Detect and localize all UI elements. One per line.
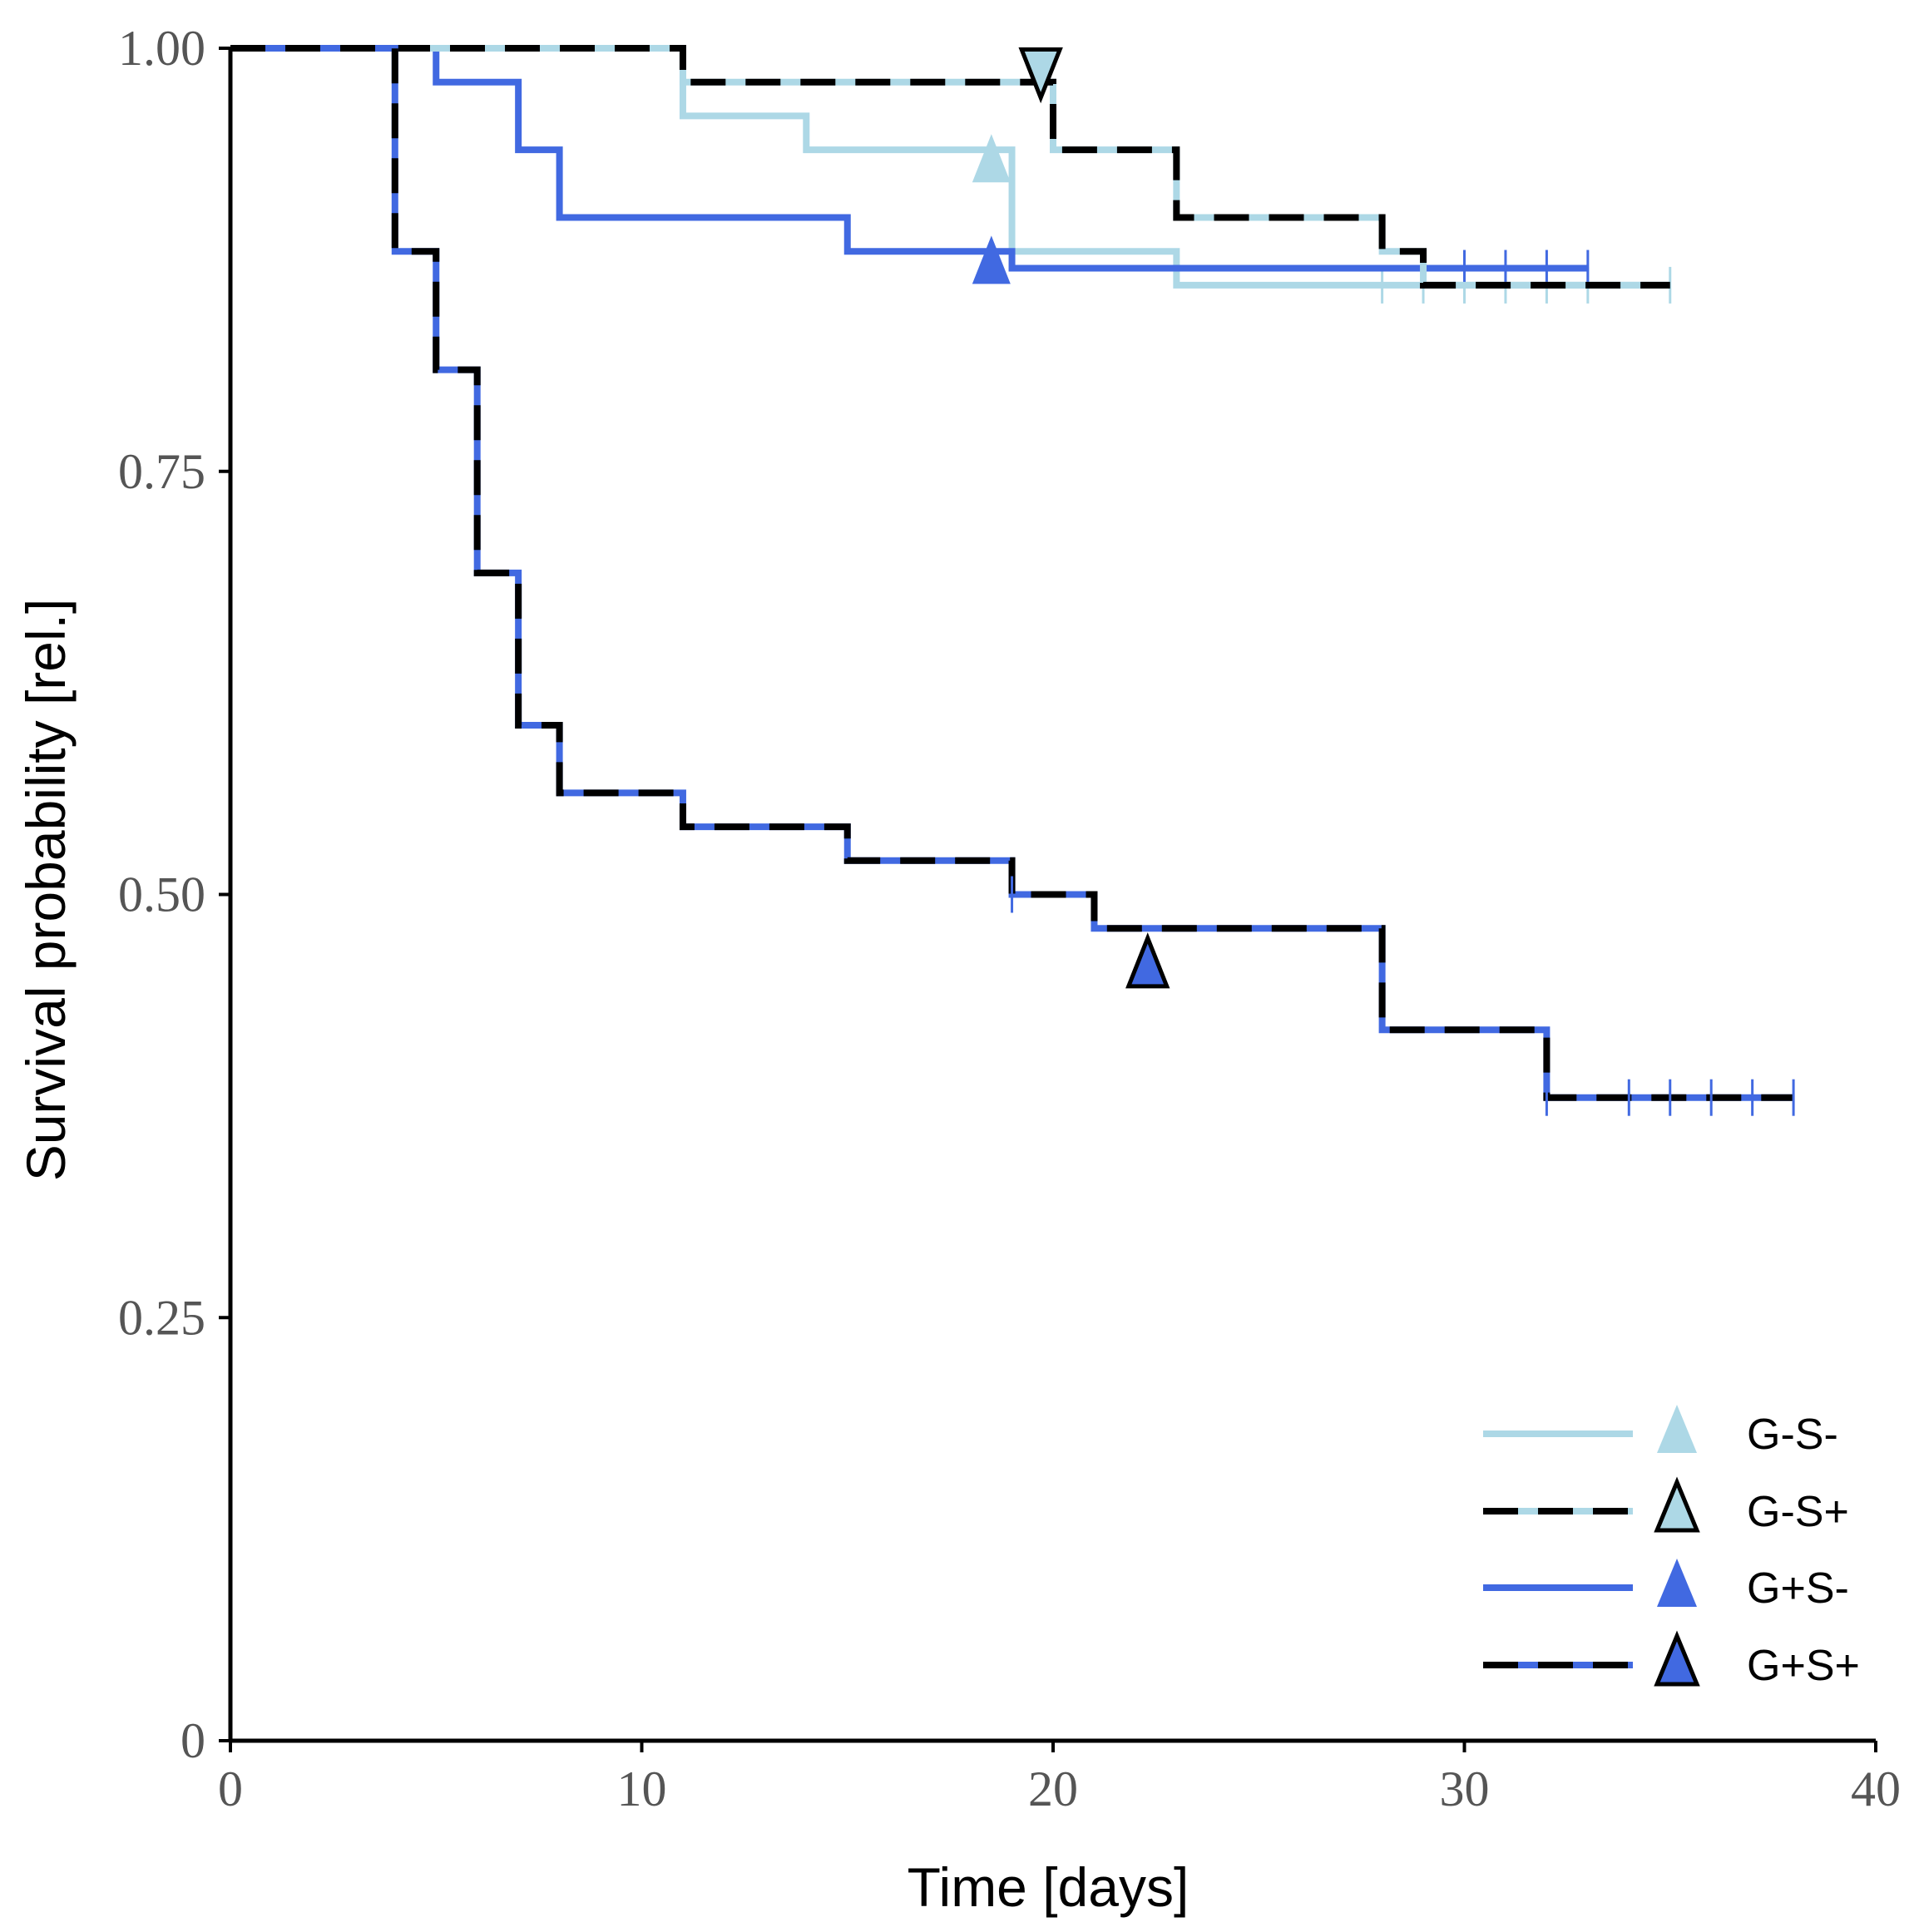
marker-gmsm <box>972 134 1011 183</box>
series-line-gpsm <box>230 45 1588 272</box>
y-tick-label: 0 <box>181 1713 205 1768</box>
legend-marker-icon <box>1654 1630 1700 1687</box>
legend-label: G-S- <box>1747 1411 1838 1459</box>
y-tick-label: 0.50 <box>118 867 205 922</box>
y-tick-label: 0.25 <box>118 1290 205 1345</box>
x-tick-label: 0 <box>218 1762 243 1816</box>
series-layer <box>230 45 1795 1116</box>
y-axis-ticks: 0 0.25 0.50 0.75 1.00 <box>118 21 230 1768</box>
x-axis-ticks: 0 10 20 30 40 <box>218 1741 1901 1816</box>
legend-item-gmsp: G-S+ <box>1483 1476 1849 1536</box>
legend-item-gpsp: G+S+ <box>1483 1630 1860 1690</box>
legend: G-S- G-S+ G+S- G+S+ <box>1483 1405 1860 1690</box>
y-axis-title: Survival probability [rel.] <box>15 599 77 1182</box>
marker-gpsm <box>972 235 1011 284</box>
legend-marker-icon <box>1657 1405 1697 1453</box>
marker-gmsp <box>1018 47 1063 104</box>
series-dash-gmsp <box>230 45 1670 289</box>
x-tick-label: 10 <box>617 1762 667 1816</box>
x-tick-label: 40 <box>1851 1762 1901 1816</box>
marker-layer <box>972 47 1170 989</box>
legend-label: G-S+ <box>1747 1488 1849 1536</box>
x-tick-label: 20 <box>1028 1762 1078 1816</box>
series-gpsm <box>230 45 1590 287</box>
legend-marker-icon <box>1654 1476 1700 1533</box>
legend-label: G+S- <box>1747 1564 1849 1613</box>
series-gpsp <box>230 45 1795 1116</box>
x-tick-label: 30 <box>1440 1762 1490 1816</box>
legend-item-gpsm: G+S- <box>1483 1559 1849 1613</box>
legend-label: G+S+ <box>1747 1642 1860 1690</box>
marker-gpsp <box>1125 932 1170 989</box>
legend-item-gmsm: G-S- <box>1483 1405 1838 1459</box>
axes-layer: 0 10 20 30 40 0 0.25 0.50 0.75 1.00 <box>118 21 1901 1816</box>
series-dash-gpsp <box>230 45 1794 1101</box>
legend-marker-icon <box>1657 1559 1697 1607</box>
y-tick-label: 0.75 <box>118 444 205 499</box>
x-axis-title: Time [days] <box>908 1856 1189 1918</box>
y-tick-label: 1.00 <box>118 21 205 76</box>
series-gmsp <box>230 45 1670 289</box>
